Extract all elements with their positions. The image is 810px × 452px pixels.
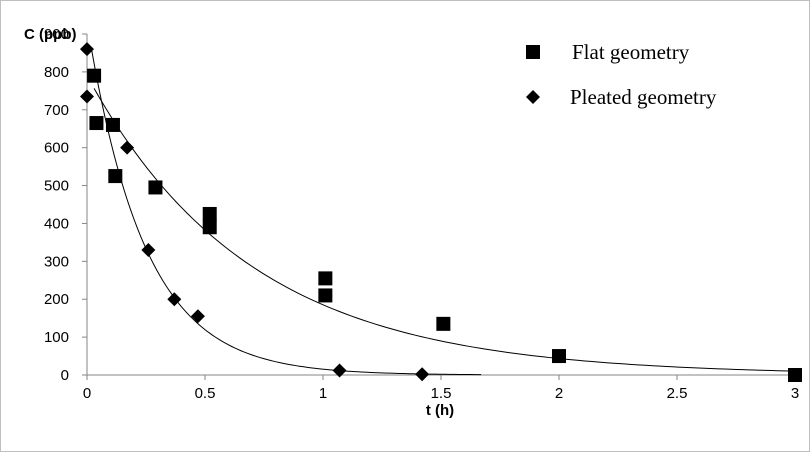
x-tick-label: 2.5: [667, 385, 688, 402]
legend-marker-flat: [526, 45, 540, 59]
fit-curve-flat: [93, 88, 796, 372]
x-tick-label: 2: [555, 385, 563, 402]
flat-geometry-point: [552, 349, 566, 364]
y-tick-label: 900: [44, 26, 69, 43]
fit-curve-pleated: [91, 50, 482, 376]
flat-geometry-point: [318, 271, 333, 286]
x-tick-label: 3: [791, 385, 799, 402]
tick-labels: 0 100 200 300 400 500 600 700 800 900 0 0.5 1 1.5 2 2.5…: [44, 26, 799, 402]
flat-geometry-point: [436, 316, 451, 331]
legend-marker-pleated: [526, 90, 540, 104]
pleated-geometry-point: [141, 242, 156, 257]
y-axis-title: C (ppb): [24, 26, 76, 43]
pleated-geometry-point: [167, 292, 182, 307]
y-tick-label: 500: [44, 178, 69, 195]
flat-geometry-point: [87, 68, 102, 83]
pleated-geometry-point: [80, 42, 94, 57]
x-tick-label: 0.5: [195, 385, 216, 402]
y-tick-label: 800: [44, 64, 69, 81]
y-tick-label: 600: [44, 140, 69, 157]
x-tick-label: 1.5: [431, 385, 452, 402]
y-tick-label: 100: [44, 329, 69, 346]
flat-geometry-point: [788, 368, 802, 382]
pleated-geometry-point: [190, 309, 205, 324]
y-tick-label: 0: [61, 367, 69, 384]
x-tick-label: 0: [83, 385, 91, 402]
pleated-geometry-point: [120, 140, 135, 155]
flat-geometry-point: [202, 220, 217, 235]
flat-geometry-point: [105, 117, 120, 132]
y-tick-label: 700: [44, 102, 69, 119]
flat-geometry-point: [318, 288, 333, 303]
flat-geometry-point: [148, 180, 163, 195]
flat-geometry-point: [89, 116, 104, 131]
pleated-geometry-point: [332, 363, 347, 378]
y-tick-label: 200: [44, 291, 69, 308]
x-tick-label: 1: [319, 385, 327, 402]
flat-geometry-point: [202, 206, 217, 221]
legend: Flat geometry Pleated geometry: [526, 40, 717, 109]
data-points: [80, 42, 802, 382]
pleated-geometry-point: [415, 367, 430, 382]
pleated-geometry-point: [80, 89, 94, 104]
y-tick-label: 300: [44, 253, 69, 270]
legend-label: Pleated geometry: [570, 85, 717, 109]
flat-geometry-point: [108, 169, 123, 184]
x-axis-title: t (h): [426, 402, 454, 419]
y-tick-label: 400: [44, 215, 69, 232]
legend-label: Flat geometry: [572, 40, 690, 64]
